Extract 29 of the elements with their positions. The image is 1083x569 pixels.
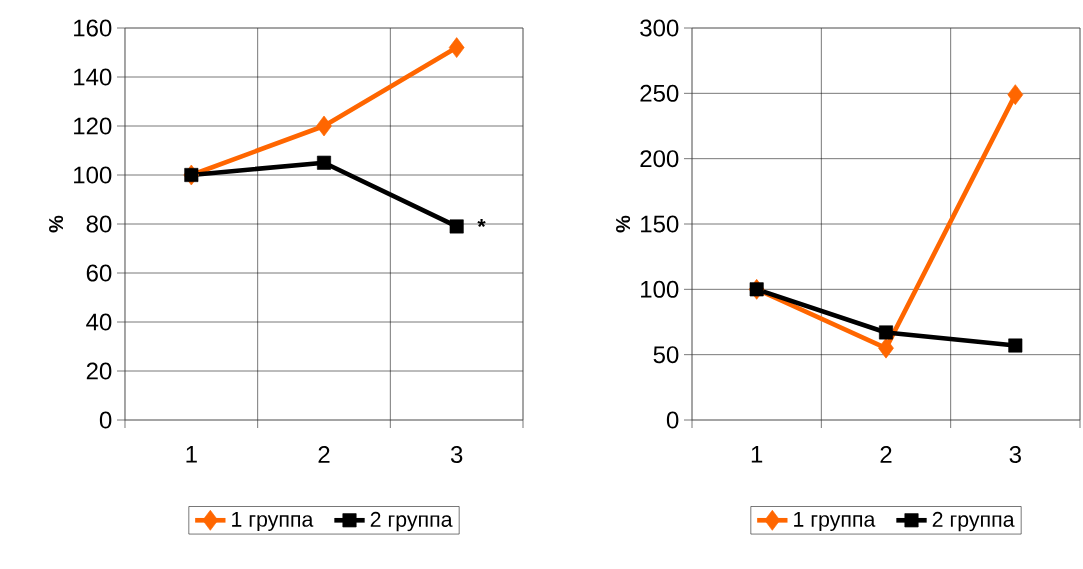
y-tick-label: 250 — [640, 84, 679, 102]
y-tick-label: 160 — [74, 19, 112, 37]
y-tick-label: 120 — [74, 117, 112, 135]
y-axis-title: % — [49, 215, 64, 233]
y-tick-label: 80 — [86, 215, 112, 233]
y-tick-label: 140 — [74, 68, 112, 86]
y-tick-label: 40 — [86, 313, 112, 331]
legend-label: 2 группа — [932, 511, 1015, 532]
y-tick-label: 300 — [640, 19, 679, 37]
x-tick-label: 3 — [1009, 446, 1021, 464]
x-tick-label: 2 — [318, 446, 330, 463]
y-tick-label: 150 — [641, 215, 679, 233]
y-tick-label: 0 — [99, 411, 112, 429]
legend-label: 1 группа — [232, 511, 314, 532]
x-tick-label: 3 — [450, 446, 463, 464]
y-tick-label: 0 — [666, 411, 679, 429]
annotation: * — [477, 219, 486, 228]
x-tick-label: 1 — [751, 446, 763, 463]
legend-label: 1 группа — [794, 511, 876, 532]
y-tick-label: 200 — [640, 150, 679, 168]
y-axis-title: % — [616, 215, 631, 233]
x-tick-label: 2 — [880, 446, 892, 463]
y-tick-label: 50 — [653, 346, 679, 364]
y-tick-label: 20 — [86, 362, 112, 380]
legend-label: 2 группа — [370, 511, 453, 532]
y-tick-label: 60 — [86, 264, 112, 282]
y-tick-label: 100 — [641, 280, 679, 298]
y-tick-label: 100 — [74, 166, 112, 184]
x-tick-label: 1 — [186, 446, 197, 463]
